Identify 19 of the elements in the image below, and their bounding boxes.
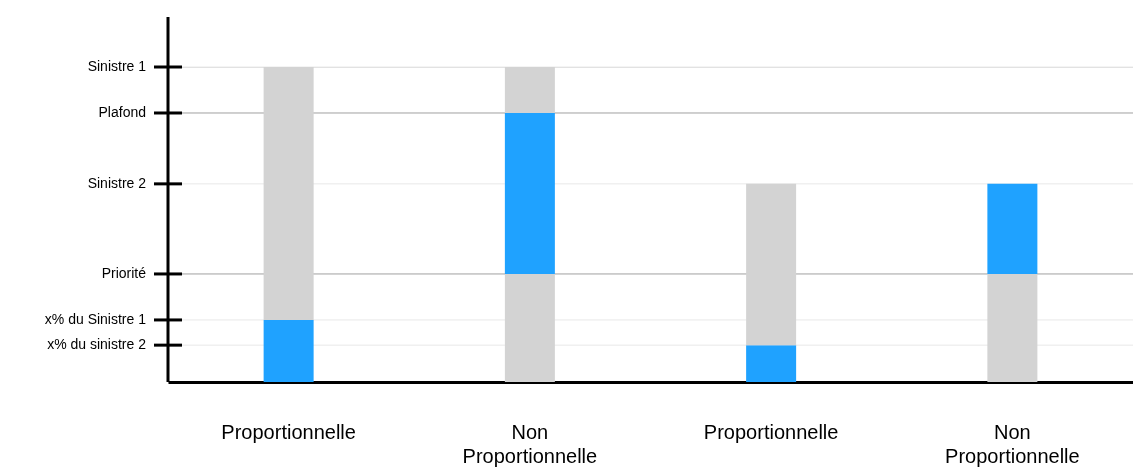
bar [504,112,555,274]
bar [504,273,555,382]
bar [263,319,314,382]
bar [746,183,797,346]
ref-line-label: x% du Sinistre 1 [44,310,147,327]
bar [987,273,1038,382]
x-tick-label: Proportionnelle [221,420,356,443]
ref-line-label: x% du sinistre 2 [47,336,147,353]
ref-line-label: Priorité [101,264,147,281]
x-tick-label: Non Proportionnelle [945,420,1080,467]
ref-line-label: Sinistre 1 [87,58,147,74]
bar [987,183,1038,274]
ref-line-label: Plafond [98,103,146,120]
x-tick-label: Proportionnelle [703,420,839,443]
bar [746,345,797,382]
bar [263,67,314,320]
x-tick-label: Non Proportionnelle [462,420,598,467]
ref-line-label: Sinistre 2 [87,174,147,191]
bar [504,67,555,113]
